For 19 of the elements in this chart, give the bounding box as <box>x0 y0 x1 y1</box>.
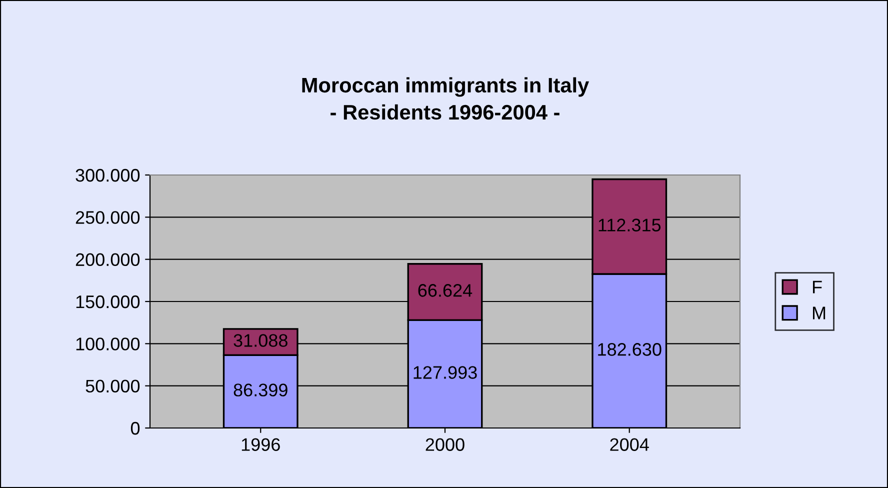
y-tick-label: 200.000 <box>76 253 140 266</box>
chart-title: Moroccan immigrants in Italy - Residents 1996-2004 - <box>302 77 590 120</box>
y-tick-label: 300.000 <box>76 168 140 182</box>
legend-label: F <box>812 280 822 294</box>
x-tick-label: 1996 <box>242 438 280 451</box>
data-label: 31.088 <box>234 334 288 347</box>
legend-label: M <box>812 306 826 320</box>
data-label: 127.993 <box>414 366 477 379</box>
x-tick-label: 2000 <box>426 438 464 451</box>
y-tick-label: 100.000 <box>76 338 140 350</box>
y-tick-label: 50.000 <box>86 380 140 393</box>
y-tick-label: 150.000 <box>76 295 140 308</box>
y-tick-label: 250.000 <box>76 211 140 224</box>
data-label: 182.630 <box>598 343 662 356</box>
y-tick-label: 0 <box>130 422 140 435</box>
data-label: 86.399 <box>234 384 288 396</box>
data-label: 66.624 <box>418 284 472 297</box>
data-label: 112.315 <box>598 218 661 232</box>
x-tick-label: 2004 <box>610 438 649 451</box>
